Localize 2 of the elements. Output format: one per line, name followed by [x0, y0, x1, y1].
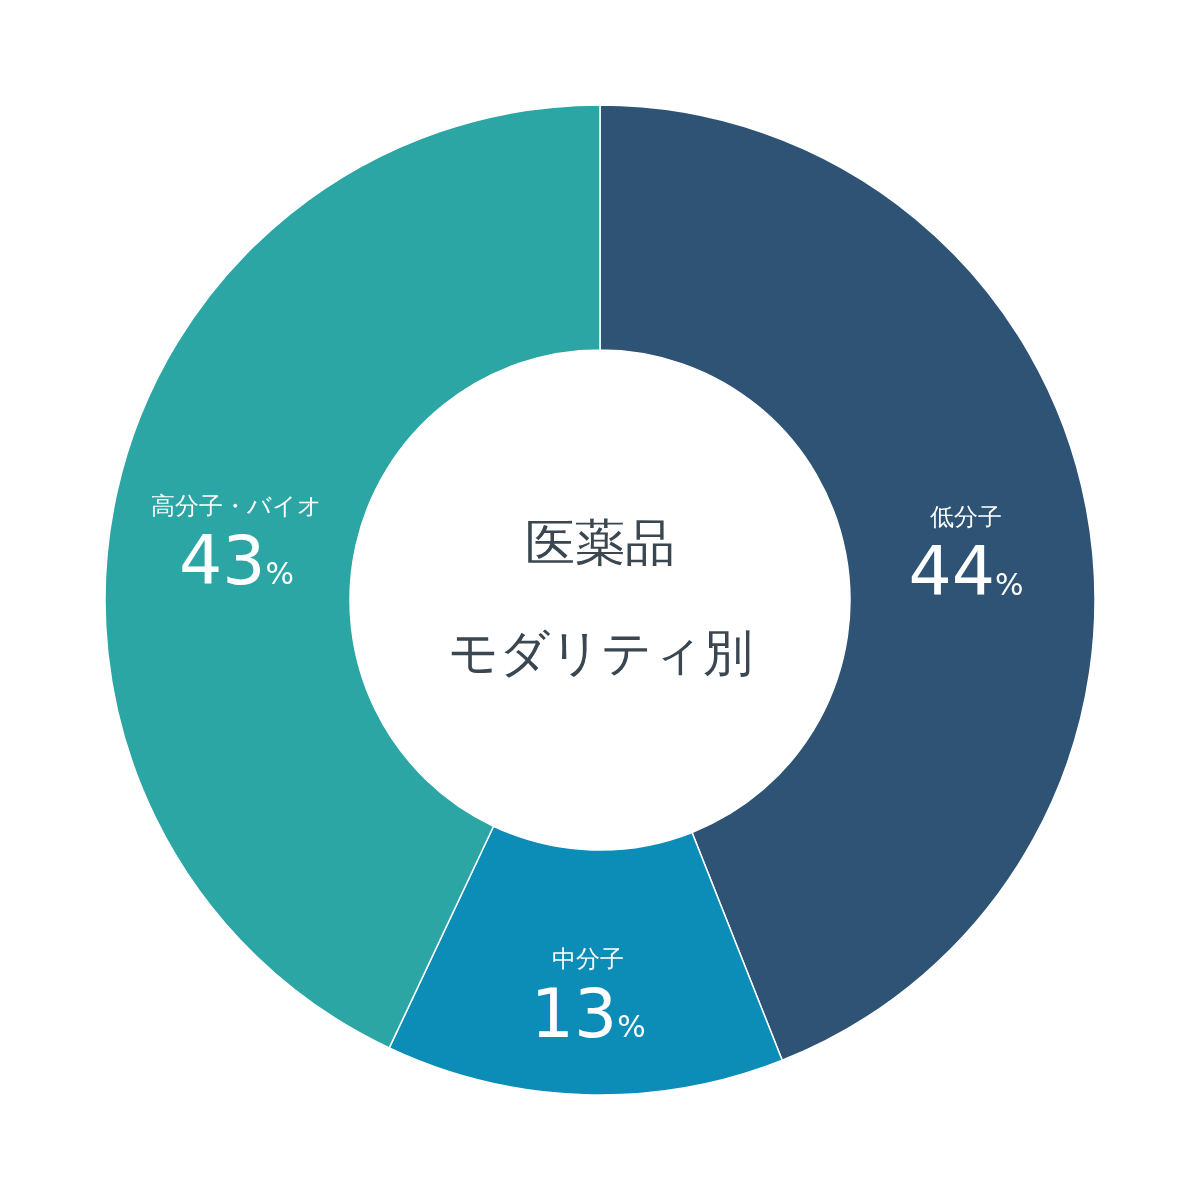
text: 医薬品: [525, 514, 675, 572]
text: モダリティ別: [447, 624, 753, 682]
